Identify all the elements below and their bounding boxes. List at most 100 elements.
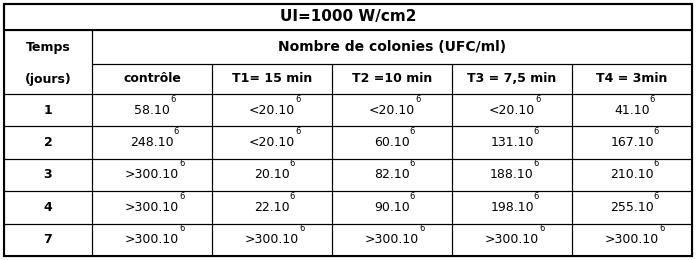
Text: 6: 6 (410, 127, 416, 136)
Text: <20.10: <20.10 (369, 104, 415, 117)
Bar (332, 94, 452, 126)
Bar (92, 94, 212, 126)
Bar (572, 94, 692, 126)
Text: >300.10: >300.10 (365, 233, 419, 246)
Text: 1: 1 (44, 104, 52, 117)
Text: >300.10: >300.10 (485, 233, 539, 246)
Text: UI=1000 W/cm2: UI=1000 W/cm2 (280, 10, 416, 24)
Bar (572, 126, 692, 159)
Text: 6: 6 (179, 159, 184, 168)
Text: 6: 6 (534, 159, 539, 168)
Text: 22.10: 22.10 (254, 201, 290, 214)
Text: (jours): (jours) (24, 73, 72, 86)
Bar (572, 159, 692, 191)
Text: 188.10: 188.10 (490, 168, 534, 181)
Bar (92, 224, 212, 256)
Text: 90.10: 90.10 (374, 201, 410, 214)
Bar (4, 159, 92, 191)
Text: 6: 6 (174, 127, 179, 136)
Bar (452, 94, 572, 126)
Bar (212, 224, 332, 256)
Text: 20.10: 20.10 (254, 168, 290, 181)
Bar (332, 159, 452, 191)
Text: 6: 6 (290, 159, 295, 168)
Text: >300.10: >300.10 (605, 233, 659, 246)
Text: 6: 6 (419, 224, 425, 233)
Text: 58.10: 58.10 (134, 104, 170, 117)
Text: T4 = 3min: T4 = 3min (596, 73, 667, 86)
Text: 7: 7 (44, 233, 52, 246)
Text: 248.10: 248.10 (130, 136, 174, 149)
Bar (212, 159, 332, 191)
Bar (332, 126, 452, 159)
Text: 82.10: 82.10 (374, 168, 410, 181)
Text: T2 =10 min: T2 =10 min (352, 73, 432, 86)
Text: >300.10: >300.10 (245, 233, 299, 246)
Text: 6: 6 (295, 95, 301, 104)
Bar (572, 64, 692, 94)
Text: 210.10: 210.10 (610, 168, 654, 181)
Text: 60.10: 60.10 (374, 136, 410, 149)
Bar (332, 224, 452, 256)
Bar (92, 64, 212, 94)
Bar (212, 191, 332, 224)
Bar (212, 126, 332, 159)
Text: >300.10: >300.10 (125, 168, 179, 181)
Bar (212, 94, 332, 126)
Text: 6: 6 (659, 224, 665, 233)
Bar (4, 224, 92, 256)
Text: 198.10: 198.10 (490, 201, 534, 214)
Text: 6: 6 (170, 95, 175, 104)
Text: T3 = 7,5 min: T3 = 7,5 min (468, 73, 557, 86)
Text: 41.10: 41.10 (614, 104, 650, 117)
Bar (92, 30, 692, 64)
Text: 6: 6 (534, 127, 539, 136)
Bar (4, 4, 692, 30)
Text: 6: 6 (299, 224, 305, 233)
Text: 6: 6 (654, 159, 659, 168)
Bar (452, 64, 572, 94)
Text: 131.10: 131.10 (490, 136, 534, 149)
Bar (4, 94, 92, 126)
Bar (452, 224, 572, 256)
Text: 6: 6 (179, 192, 184, 201)
Bar (92, 191, 212, 224)
Text: 255.10: 255.10 (610, 201, 654, 214)
Text: 6: 6 (410, 159, 416, 168)
Text: 6: 6 (654, 192, 659, 201)
Bar (452, 191, 572, 224)
Text: 6: 6 (415, 95, 420, 104)
Text: 6: 6 (539, 224, 544, 233)
Bar (572, 191, 692, 224)
Bar (4, 126, 92, 159)
Bar (92, 126, 212, 159)
Text: 4: 4 (44, 201, 52, 214)
Bar (332, 64, 452, 94)
Text: 2: 2 (44, 136, 52, 149)
Bar (332, 191, 452, 224)
Text: 6: 6 (534, 192, 539, 201)
Text: 6: 6 (650, 95, 655, 104)
Bar (452, 159, 572, 191)
Bar (92, 159, 212, 191)
Bar (572, 224, 692, 256)
Text: 6: 6 (295, 127, 301, 136)
Bar (452, 126, 572, 159)
Text: Nombre de colonies (UFC/ml): Nombre de colonies (UFC/ml) (278, 40, 506, 54)
Text: <20.10: <20.10 (249, 104, 295, 117)
Text: 6: 6 (535, 95, 541, 104)
Text: 6: 6 (290, 192, 295, 201)
Text: 3: 3 (44, 168, 52, 181)
Text: T1= 15 min: T1= 15 min (232, 73, 312, 86)
Text: <20.10: <20.10 (489, 104, 535, 117)
Text: contrôle: contrôle (123, 73, 181, 86)
Bar (4, 191, 92, 224)
Text: 6: 6 (654, 127, 659, 136)
Bar (4, 30, 92, 94)
Text: 6: 6 (179, 224, 184, 233)
Text: <20.10: <20.10 (249, 136, 295, 149)
Text: >300.10: >300.10 (125, 201, 179, 214)
Text: Temps: Temps (26, 41, 70, 54)
Text: 6: 6 (410, 192, 416, 201)
Bar (212, 64, 332, 94)
